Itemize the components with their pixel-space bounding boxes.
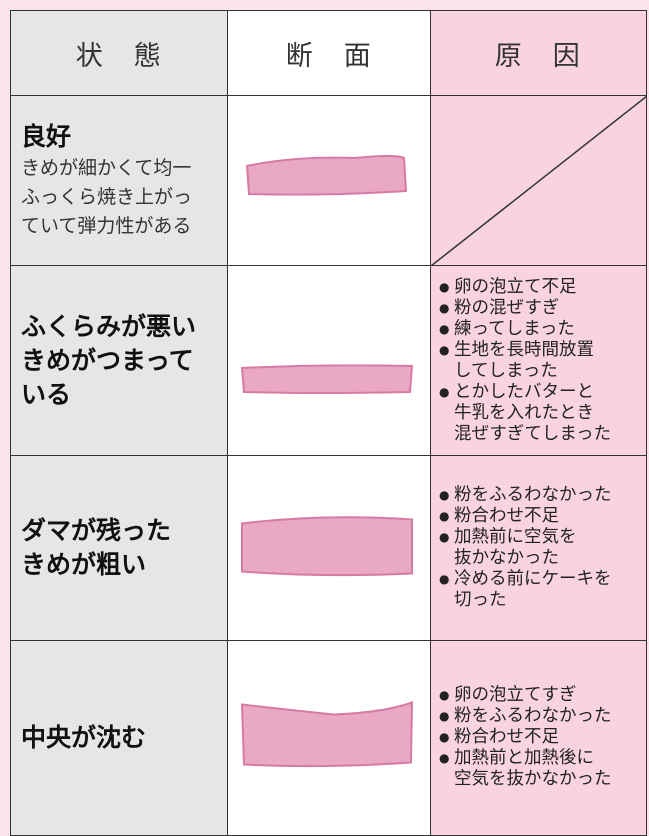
state: 良好きめが細かくて均一 ふっくら焼き上がっ ていて弾力性がある (21, 96, 224, 266)
header-cell: 原 因 (430, 10, 647, 97)
cause-line: 卵の泡立て不足 (454, 276, 577, 297)
state-title: きめがつまって (21, 345, 194, 375)
state-title: いる (21, 379, 72, 409)
cause-line: 粉の混ぜすぎ (454, 297, 560, 318)
cause-item: 粉合わせ不足 (439, 506, 644, 527)
cause-item: 粉合わせ不足 (439, 727, 644, 748)
cause-line: 粉をふるわなかった (454, 706, 612, 727)
cake (240, 364, 414, 394)
state-title: ダマが残った (21, 516, 172, 546)
cause-cell: 卵の泡立て不足粉の混ぜすぎ練ってしまった生地を長時間放置してしまったとかしたバタ… (430, 265, 647, 457)
cause-item: 粉をふるわなかった (439, 485, 644, 506)
cause-line: 混ぜすぎてしまった (454, 423, 612, 444)
state-title: 中央が沈む (21, 722, 147, 752)
cause-cell: 粉をふるわなかった粉合わせ不足加熱前に空気を抜かなかった冷める前にケーキを切った (430, 455, 647, 642)
header-cell: 状 態 (10, 10, 229, 97)
cause-item: 粉をふるわなかった (439, 706, 644, 727)
cause-line: 粉をふるわなかった (454, 485, 612, 506)
cause-line: 生地を長時間放置 (454, 339, 594, 360)
cause-cell: 卵の泡立てすぎ粉をふるわなかった粉合わせ不足加熱前と加熱後に空気を抜かなかった (430, 640, 647, 836)
diagonal (431, 96, 646, 266)
state-description: ふっくら焼き上がっ (21, 186, 193, 209)
section-cell (227, 640, 432, 836)
state-description: きめが細かくて均一 (21, 157, 192, 180)
state-cell: ふくらみが悪い きめがつまって いる (10, 265, 229, 457)
causes: 卵の泡立て不足粉の混ぜすぎ練ってしまった生地を長時間放置してしまったとかしたバタ… (439, 266, 644, 456)
cause-line: 卵の泡立てすぎ (454, 685, 577, 706)
cake-section (240, 364, 414, 394)
section-cell (227, 95, 432, 267)
cause-item: 卵の泡立て不足 (439, 277, 644, 298)
cake (241, 516, 413, 577)
cause-line: 抜かなかった (454, 548, 559, 569)
state-title: ふくらみが悪い (21, 311, 197, 341)
state-cell: 中央が沈む (10, 640, 229, 836)
cause-line: 牛乳を入れたとき (454, 402, 594, 423)
cause-item: 練ってしまった (439, 319, 644, 340)
cause-line: 切った (454, 590, 507, 611)
header-cell: 断 面 (227, 10, 432, 97)
cake-section (241, 516, 413, 577)
state-title: きめが粗い (21, 550, 147, 580)
cause-item: 卵の泡立てすぎ (439, 685, 644, 706)
cause-line: してしまった (454, 360, 558, 381)
cake (240, 701, 414, 768)
state-cell: ダマが残った きめが粗い (10, 455, 229, 642)
state-title: 良好 (21, 122, 72, 152)
cause-line: 加熱前と加熱後に (454, 748, 594, 769)
cause-line: 練ってしまった (454, 318, 575, 339)
state-cell: 良好きめが細かくて均一 ふっくら焼き上がっ ていて弾力性がある (10, 95, 229, 267)
state: ダマが残った きめが粗い (21, 456, 224, 641)
cause-line: 加熱前に空気を (454, 527, 577, 548)
cause-line: 粉合わせ不足 (454, 506, 559, 527)
cause-cell (430, 95, 647, 267)
cause-line: 粉合わせ不足 (454, 727, 559, 748)
cake (245, 155, 408, 196)
state: 中央が沈む (21, 641, 224, 835)
state: ふくらみが悪い きめがつまって いる (21, 266, 224, 456)
cake-section (245, 155, 408, 196)
causes: 卵の泡立てすぎ粉をふるわなかった粉合わせ不足加熱前と加熱後に空気を抜かなかった (439, 641, 644, 835)
causes: 粉をふるわなかった粉合わせ不足加熱前に空気を抜かなかった冷める前にケーキを切った (439, 456, 644, 641)
cause-item: 粉の混ぜすぎ (439, 298, 644, 319)
section-cell (227, 455, 432, 642)
state-description: ていて弾力性がある (21, 215, 192, 238)
section-cell (227, 265, 432, 457)
cake-section (240, 701, 414, 768)
cause-line: 冷める前にケーキを (454, 569, 612, 590)
cause-line: 空気を抜かなかった (454, 769, 612, 790)
cause-line: とかしたバターと (454, 381, 594, 402)
